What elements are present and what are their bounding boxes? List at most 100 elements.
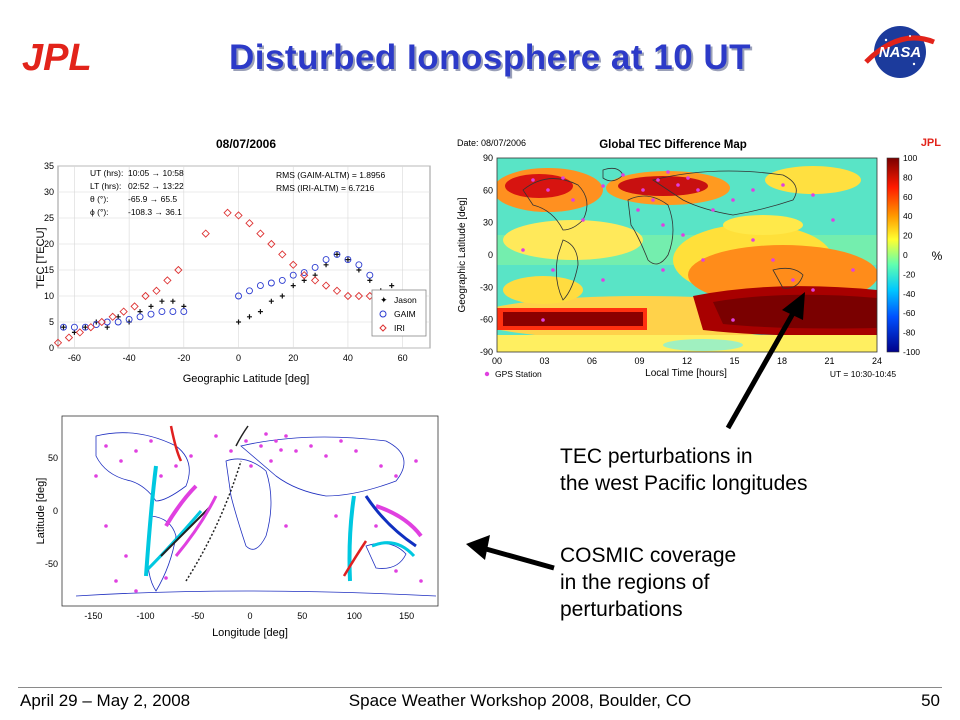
colorbar-tick: -40 — [903, 289, 916, 299]
map-x-tick: 00 — [492, 356, 502, 366]
iri-point — [53, 338, 63, 347]
gps-station — [701, 258, 705, 262]
x-tick-label: 0 — [236, 353, 241, 363]
colorbar — [886, 157, 900, 353]
map-x-label: Local Time [hours] — [645, 368, 727, 379]
data-marks — [53, 208, 406, 347]
gps-station — [269, 459, 273, 463]
gps-station — [259, 444, 263, 448]
x-ticks: -60 -40 -20 0 20 40 60 — [68, 353, 408, 363]
map-x-tick: 06 — [587, 356, 597, 366]
gaim-point — [114, 318, 122, 326]
colorbar-tick: -100 — [903, 347, 920, 357]
tec-latitude-svg: 0 5 10 15 20 25 30 35 -60 -40 -20 0 20 40 60 08/07/20… — [35, 137, 431, 385]
jason-point — [268, 298, 274, 304]
map-y-ticks: 90 60 30 0 -30 -60 -90 — [480, 153, 493, 357]
jason-point — [389, 283, 395, 289]
tec-annotation-line1: TEC perturbations in — [560, 445, 753, 468]
iri-point — [223, 208, 232, 217]
page-number: 50 — [921, 691, 940, 710]
map-y-tick: -90 — [480, 347, 493, 357]
gps-station — [711, 208, 715, 212]
gps-station — [551, 268, 555, 272]
legend-iri-marker — [379, 324, 387, 332]
cosmic-x-tick: 150 — [399, 611, 414, 621]
legend-jason-marker: ✦ — [380, 295, 388, 305]
jason-point — [148, 303, 154, 309]
iri-point — [86, 323, 95, 332]
iri-point — [130, 302, 139, 311]
legend-gaim: GAIM — [394, 309, 416, 319]
y-tick-label: 15 — [44, 265, 54, 275]
lt-range: 02:52 → 13:22 — [128, 181, 184, 191]
tec-annotation-line2: the west Pacific longitudes — [560, 472, 808, 495]
gps-station — [561, 176, 565, 180]
gps-legend: GPS Station — [495, 369, 542, 379]
jason-point — [323, 262, 329, 268]
gps-station — [379, 464, 383, 468]
gaim-point — [333, 250, 341, 258]
colorbar-tick: 40 — [903, 211, 913, 221]
gaim-point — [169, 308, 177, 316]
y-tick-label: 20 — [44, 239, 54, 249]
map-brand: JPL — [921, 137, 941, 149]
gps-station — [581, 218, 585, 222]
gps-station — [546, 188, 550, 192]
cosmic-annotation-line2: in the regions of — [560, 571, 710, 594]
map-x-tick: 18 — [777, 356, 787, 366]
gaim-point — [70, 323, 78, 331]
gaim-point — [344, 256, 352, 264]
iri-point — [245, 219, 254, 228]
x-tick-label: -40 — [123, 353, 136, 363]
gps-station — [279, 448, 283, 452]
iri-point — [97, 317, 106, 327]
cosmic-annotation-line1: COSMIC coverage — [560, 544, 737, 567]
iri-point — [141, 291, 150, 301]
cosmic-x-tick: -150 — [84, 611, 102, 621]
gps-station — [104, 444, 108, 448]
gaim-point — [246, 287, 253, 295]
tec-latitude-chart: 0 5 10 15 20 25 30 35 -60 -40 -20 0 20 40 60 08/07/20… — [35, 128, 436, 390]
cosmic-y-tick: 0 — [53, 506, 58, 516]
iri-point — [75, 328, 85, 337]
gps-station — [264, 432, 268, 436]
gps-station — [781, 183, 785, 187]
iri-point — [278, 250, 287, 259]
global-tec-svg: Date: 08/07/2006 Global TEC Difference M… — [457, 137, 943, 379]
gps-station — [114, 579, 118, 583]
map-x-tick: 03 — [539, 356, 549, 366]
colorbar-tick: 20 — [903, 231, 913, 241]
gps-station — [811, 193, 815, 197]
gaim-point — [300, 269, 308, 277]
nasa-logo-text: NASA — [879, 44, 922, 61]
jason-point — [104, 324, 110, 330]
y-tick-label: 30 — [44, 187, 54, 197]
iri-point — [267, 239, 276, 249]
map-y-tick: 90 — [483, 153, 493, 163]
tec-annotation: TEC perturbations in the west Pacific lo… — [560, 443, 807, 497]
satellite-tracks — [144, 425, 423, 582]
gaim-point — [278, 276, 286, 284]
gps-station — [249, 464, 253, 468]
gps-station — [696, 188, 700, 192]
gps-stations — [521, 170, 855, 322]
gps-stations — [94, 432, 423, 593]
footer-divider — [18, 687, 942, 688]
gps-station — [229, 449, 233, 453]
gps-station — [751, 238, 755, 242]
gps-station — [324, 454, 328, 458]
gps-station — [104, 524, 108, 528]
nasa-logo: NASA — [864, 26, 935, 78]
gps-station — [124, 554, 128, 558]
gps-station — [771, 258, 775, 262]
gaim-point — [147, 310, 155, 318]
global-tec-map: Date: 08/07/2006 Global TEC Difference M… — [453, 130, 947, 384]
cosmic-coverage-map: 50 0 -50 -150 -100 -50 0 50 100 150 Longitude [d… — [35, 406, 448, 644]
gps-station — [274, 439, 278, 443]
iri-point — [174, 265, 183, 275]
gps-station — [731, 318, 735, 322]
x-axis-label: Geographic Latitude [deg] — [183, 373, 310, 385]
gps-station — [851, 268, 855, 272]
gaim-point — [267, 279, 275, 287]
gaim-point — [289, 271, 297, 279]
